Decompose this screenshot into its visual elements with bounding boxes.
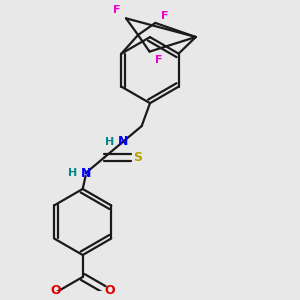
Text: S: S [133,151,142,164]
Text: F: F [155,55,162,64]
Text: O: O [50,284,61,297]
Text: N: N [118,135,129,148]
Text: O: O [104,284,115,297]
Text: F: F [113,5,120,15]
Text: H: H [68,168,77,178]
Text: N: N [81,167,91,180]
Text: F: F [161,11,169,21]
Text: H: H [105,137,114,147]
